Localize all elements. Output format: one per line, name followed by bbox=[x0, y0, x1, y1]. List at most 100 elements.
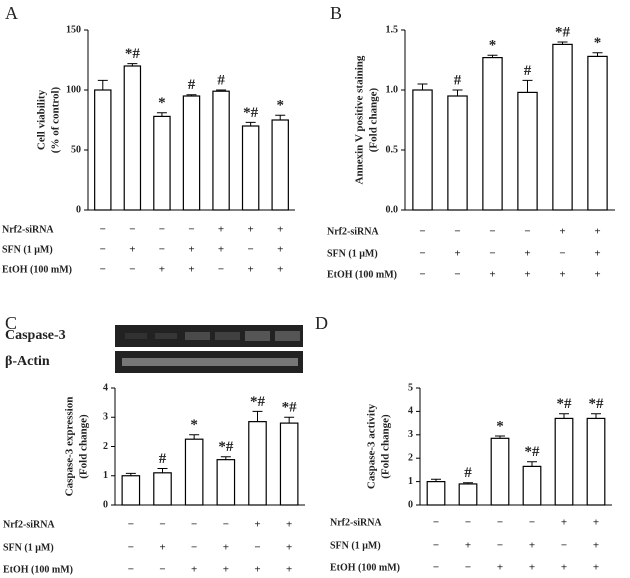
treatment-mark: − bbox=[191, 542, 197, 554]
bar bbox=[184, 438, 204, 506]
treatment-mark: − bbox=[188, 224, 194, 236]
treatment-mark: − bbox=[497, 517, 503, 529]
treatment-mark: + bbox=[561, 562, 567, 574]
bar bbox=[241, 125, 260, 211]
treatment-mark: − bbox=[454, 269, 460, 281]
treatment-mark: + bbox=[286, 519, 292, 531]
treatment-mark: − bbox=[191, 519, 197, 531]
bar bbox=[153, 472, 172, 506]
treatment-mark: + bbox=[594, 248, 600, 260]
treatment-mark: − bbox=[561, 540, 567, 552]
annotation: *# bbox=[282, 400, 298, 416]
annotation: # bbox=[217, 72, 225, 88]
treatment-mark: + bbox=[594, 269, 600, 281]
error-bar bbox=[220, 456, 231, 460]
error-bar bbox=[97, 79, 108, 90]
treatment-mark: + bbox=[188, 244, 194, 256]
panel-label: D bbox=[315, 313, 328, 333]
y-tick-label: 50 bbox=[71, 144, 81, 155]
y-tick-label: 1 bbox=[408, 476, 413, 487]
error-bar bbox=[495, 435, 505, 439]
error-bar bbox=[527, 461, 537, 467]
bar bbox=[586, 417, 606, 506]
treatment-mark: − bbox=[529, 517, 535, 529]
error-bar bbox=[189, 434, 200, 440]
y-tick-label: 3 bbox=[103, 412, 108, 423]
annotation: # bbox=[454, 72, 462, 88]
treatment-mark: + bbox=[561, 517, 567, 529]
treatment-mark: + bbox=[248, 224, 254, 236]
error-bar bbox=[591, 413, 601, 419]
error-bar bbox=[557, 41, 568, 45]
error-bar bbox=[252, 410, 263, 422]
y-tick-label: 2 bbox=[408, 452, 413, 463]
bar bbox=[554, 417, 574, 506]
blot-label: Caspase-3 bbox=[5, 328, 66, 343]
error-bar bbox=[157, 467, 168, 473]
treatment-label: EtOH (100 mM) bbox=[3, 564, 73, 575]
panel-label: A bbox=[5, 3, 18, 23]
treatment-mark: + bbox=[497, 562, 503, 574]
treatment-mark: − bbox=[128, 519, 134, 531]
error-bar bbox=[186, 94, 197, 96]
annotation: # bbox=[159, 451, 167, 467]
treatment-label: Nrf2-siRNA bbox=[327, 226, 379, 237]
y-tick-label: 3 bbox=[408, 429, 413, 440]
treatment-mark: + bbox=[593, 540, 599, 552]
treatment-label: SFN (1 μM) bbox=[2, 244, 53, 255]
bar bbox=[517, 91, 538, 211]
y-tick-label: 4 bbox=[408, 406, 413, 417]
treatment-mark: + bbox=[188, 264, 194, 276]
error-bar bbox=[284, 416, 295, 424]
treatment-mark: + bbox=[559, 269, 565, 281]
treatment-mark: − bbox=[419, 248, 425, 260]
bar bbox=[482, 56, 503, 211]
error-bar bbox=[463, 482, 473, 484]
treatment-mark: − bbox=[248, 244, 254, 256]
annotation: * bbox=[489, 38, 497, 54]
treatment-mark: − bbox=[159, 244, 165, 256]
treatment-mark: − bbox=[433, 540, 439, 552]
treatment-mark: − bbox=[218, 264, 224, 276]
annotation: *# bbox=[589, 396, 605, 412]
treatment-mark: − bbox=[433, 517, 439, 529]
treatment-mark: + bbox=[223, 564, 229, 576]
bar bbox=[412, 89, 433, 211]
error-bar bbox=[127, 63, 138, 66]
treatment-mark: + bbox=[277, 224, 283, 236]
error-bar bbox=[559, 413, 569, 419]
treatment-mark: − bbox=[489, 248, 495, 260]
treatment-mark: − bbox=[454, 226, 460, 238]
bar bbox=[248, 421, 267, 506]
y-tick-label: 1.5 bbox=[386, 24, 399, 35]
blot-label: β-Actin bbox=[5, 354, 50, 369]
treatment-mark: + bbox=[529, 540, 535, 552]
treatment-mark: − bbox=[128, 542, 134, 554]
treatment-mark: − bbox=[465, 562, 471, 574]
y-tick-label: 0.5 bbox=[386, 144, 399, 155]
treatment-label: Nrf2-siRNA bbox=[3, 519, 55, 530]
y-axis-label: Caspase-3 expression bbox=[64, 397, 76, 497]
annotation: * bbox=[276, 98, 284, 114]
treatment-mark: − bbox=[159, 224, 165, 236]
treatment-mark: + bbox=[218, 224, 224, 236]
treatment-mark: − bbox=[524, 226, 530, 238]
treatment-mark: − bbox=[129, 224, 135, 236]
treatment-mark: + bbox=[129, 244, 135, 256]
bar bbox=[123, 65, 142, 211]
treatment-mark: + bbox=[248, 264, 254, 276]
blot-bands bbox=[122, 331, 300, 366]
treatment-mark: + bbox=[277, 264, 283, 276]
treatment-mark: − bbox=[100, 264, 106, 276]
treatment-mark: + bbox=[286, 564, 292, 576]
treatment-mark: + bbox=[559, 226, 565, 238]
annotation: * bbox=[158, 95, 166, 111]
treatment-mark: + bbox=[454, 248, 460, 260]
bar bbox=[271, 119, 289, 211]
treatment-label: EtOH (100 mM) bbox=[327, 269, 397, 280]
treatment-label: EtOH (100 mM) bbox=[330, 562, 400, 573]
treatment-mark: + bbox=[594, 226, 600, 238]
bar bbox=[279, 422, 299, 506]
treatment-mark: + bbox=[524, 269, 530, 281]
y-axis-label: (Fold change) bbox=[78, 414, 90, 479]
